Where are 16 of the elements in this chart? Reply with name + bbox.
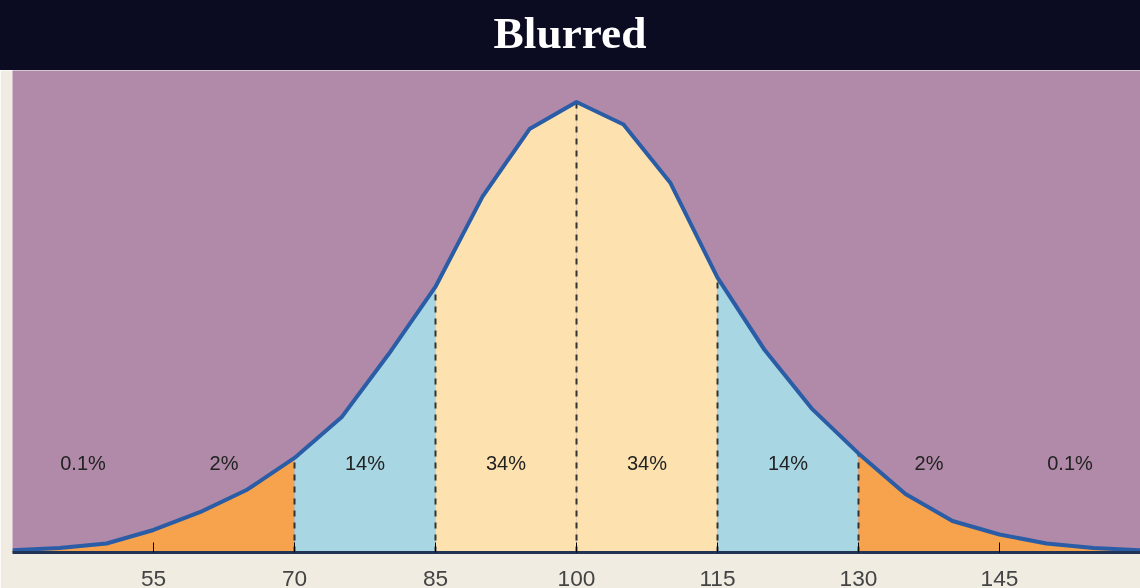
x-tick-label: 85 (422, 564, 449, 588)
annotation: 2% (209, 451, 239, 474)
annotation: 0.1% (1047, 451, 1094, 474)
annotation: 2% (914, 451, 944, 474)
x-tick-label: 130 (839, 564, 878, 588)
x-tick-label: 115 (699, 564, 736, 588)
annotation: 34% (626, 451, 668, 474)
x-tick-label: 55 (140, 564, 167, 588)
annotation: 0.1% (60, 451, 107, 474)
x-tick-label: 100 (557, 564, 596, 588)
chart-title: Blurred (493, 7, 647, 60)
annotation: 14% (767, 451, 809, 474)
x-tick-label: 145 (980, 564, 1019, 588)
annotation: 14% (344, 451, 386, 474)
x-tick-label: 70 (281, 564, 308, 588)
annotation: 34% (485, 451, 527, 474)
